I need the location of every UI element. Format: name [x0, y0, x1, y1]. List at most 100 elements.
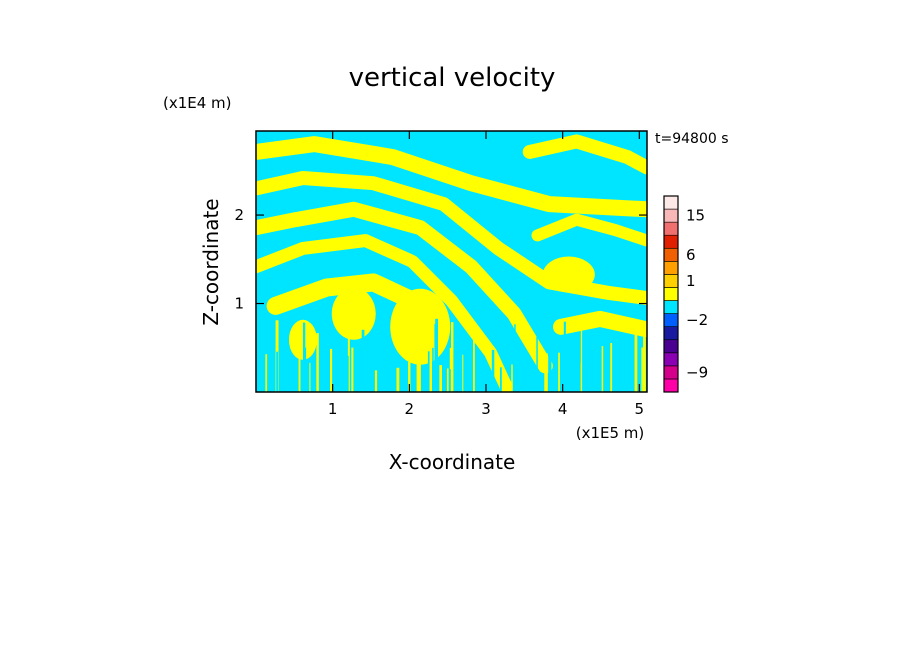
field-streak [288, 368, 290, 392]
field-streak [351, 347, 354, 392]
field-streak [473, 336, 475, 392]
colorbar-level [663, 365, 679, 380]
field-streak [374, 370, 378, 392]
field-streak [544, 353, 548, 392]
x-tick-label: 1 [328, 400, 338, 418]
chart-title: vertical velocity [349, 63, 556, 93]
field-band [522, 134, 647, 175]
colorbar-tick-label: −9 [686, 363, 708, 381]
colorbar-tick-label: −2 [686, 311, 708, 329]
colorbar-tick-label: 1 [686, 272, 696, 290]
field-streak [309, 362, 311, 392]
field-streak [475, 345, 477, 392]
field-streak [429, 323, 432, 392]
field-streak [340, 350, 343, 392]
field-streak [449, 369, 451, 392]
field-streak [558, 352, 560, 392]
colorbar-level [663, 300, 679, 314]
x-tick-label: 3 [481, 400, 491, 418]
field-streak [511, 364, 513, 392]
colorbar-level [663, 234, 679, 249]
y-tick-label: 2 [234, 206, 244, 224]
field-streak [316, 333, 319, 392]
colorbar-level [663, 247, 679, 262]
colorbar-level [663, 287, 679, 301]
y-axis-unit: (x1E4 m) [163, 94, 232, 112]
field-blob [542, 256, 595, 293]
field-band [256, 234, 513, 392]
field-streak [500, 367, 502, 392]
field-band [553, 310, 647, 338]
field-streak [287, 321, 289, 392]
field-streak [303, 322, 306, 392]
field-streak [610, 343, 613, 392]
field-streak [396, 367, 400, 392]
colorbar: 15 6 1 −2 −9 [663, 195, 708, 393]
colorbar-level [663, 195, 679, 210]
field-streak [514, 324, 516, 392]
field-streak [428, 367, 431, 392]
field-streak [462, 354, 464, 392]
field-streak [418, 344, 421, 392]
field-band [256, 201, 553, 374]
colorbar-level [663, 313, 679, 327]
y-tick-label: 1 [234, 295, 244, 313]
field-streak [447, 341, 449, 392]
field-streak [417, 334, 420, 392]
field-streak [432, 347, 434, 392]
colorbar-level [663, 326, 679, 341]
field-streak [629, 354, 632, 392]
x-axis-label: X-coordinate [389, 450, 516, 474]
field-streak [491, 349, 495, 392]
field-streak [348, 331, 350, 392]
field-streak [520, 362, 523, 392]
field-streak [548, 336, 551, 392]
colorbar-tick-label: 6 [686, 246, 696, 264]
field-streak [259, 330, 262, 392]
colorbar-level [663, 221, 679, 236]
x-tick-label: 2 [405, 400, 415, 418]
y-axis-label: Z-coordinate [199, 198, 223, 325]
field-streak [330, 348, 333, 392]
colorbar-level [663, 208, 679, 223]
y-axis-ticks: 12 [234, 206, 647, 313]
field-blob [331, 287, 376, 340]
colorbar-tick-label: 15 [686, 207, 705, 225]
velocity-field [256, 131, 647, 392]
colorbar-frame [663, 195, 679, 393]
field-streak [601, 346, 604, 392]
field-streak [439, 365, 442, 392]
field-streak [641, 347, 643, 392]
field-streaks [258, 318, 646, 392]
colorbar-level [663, 339, 679, 354]
field-streak [634, 321, 638, 392]
field-band [256, 171, 647, 305]
field-streak [446, 368, 449, 392]
field-streak [549, 329, 552, 392]
field-streak [606, 357, 608, 392]
field-streak [435, 318, 438, 392]
field-streak [513, 367, 516, 392]
x-tick-label: 4 [558, 400, 568, 418]
colorbar-level [663, 261, 679, 275]
field-streak [265, 354, 268, 392]
colorbar-level [663, 274, 679, 288]
field-band [531, 213, 647, 247]
field-streak [643, 335, 645, 392]
field-streak [631, 343, 633, 392]
field-streak [563, 321, 566, 392]
field-streak [408, 361, 411, 392]
field-streak [298, 345, 301, 392]
field-streak [451, 322, 454, 392]
time-label: t=94800 s [655, 131, 729, 147]
field-streak [518, 356, 520, 392]
field-blob [288, 319, 317, 360]
field-streak [346, 355, 349, 392]
field-streak [536, 336, 538, 392]
plot-frame [255, 130, 648, 393]
x-tick-label: 5 [635, 400, 645, 418]
field-streak [361, 329, 365, 392]
colorbar-level [663, 378, 679, 393]
field-streak [580, 325, 583, 392]
